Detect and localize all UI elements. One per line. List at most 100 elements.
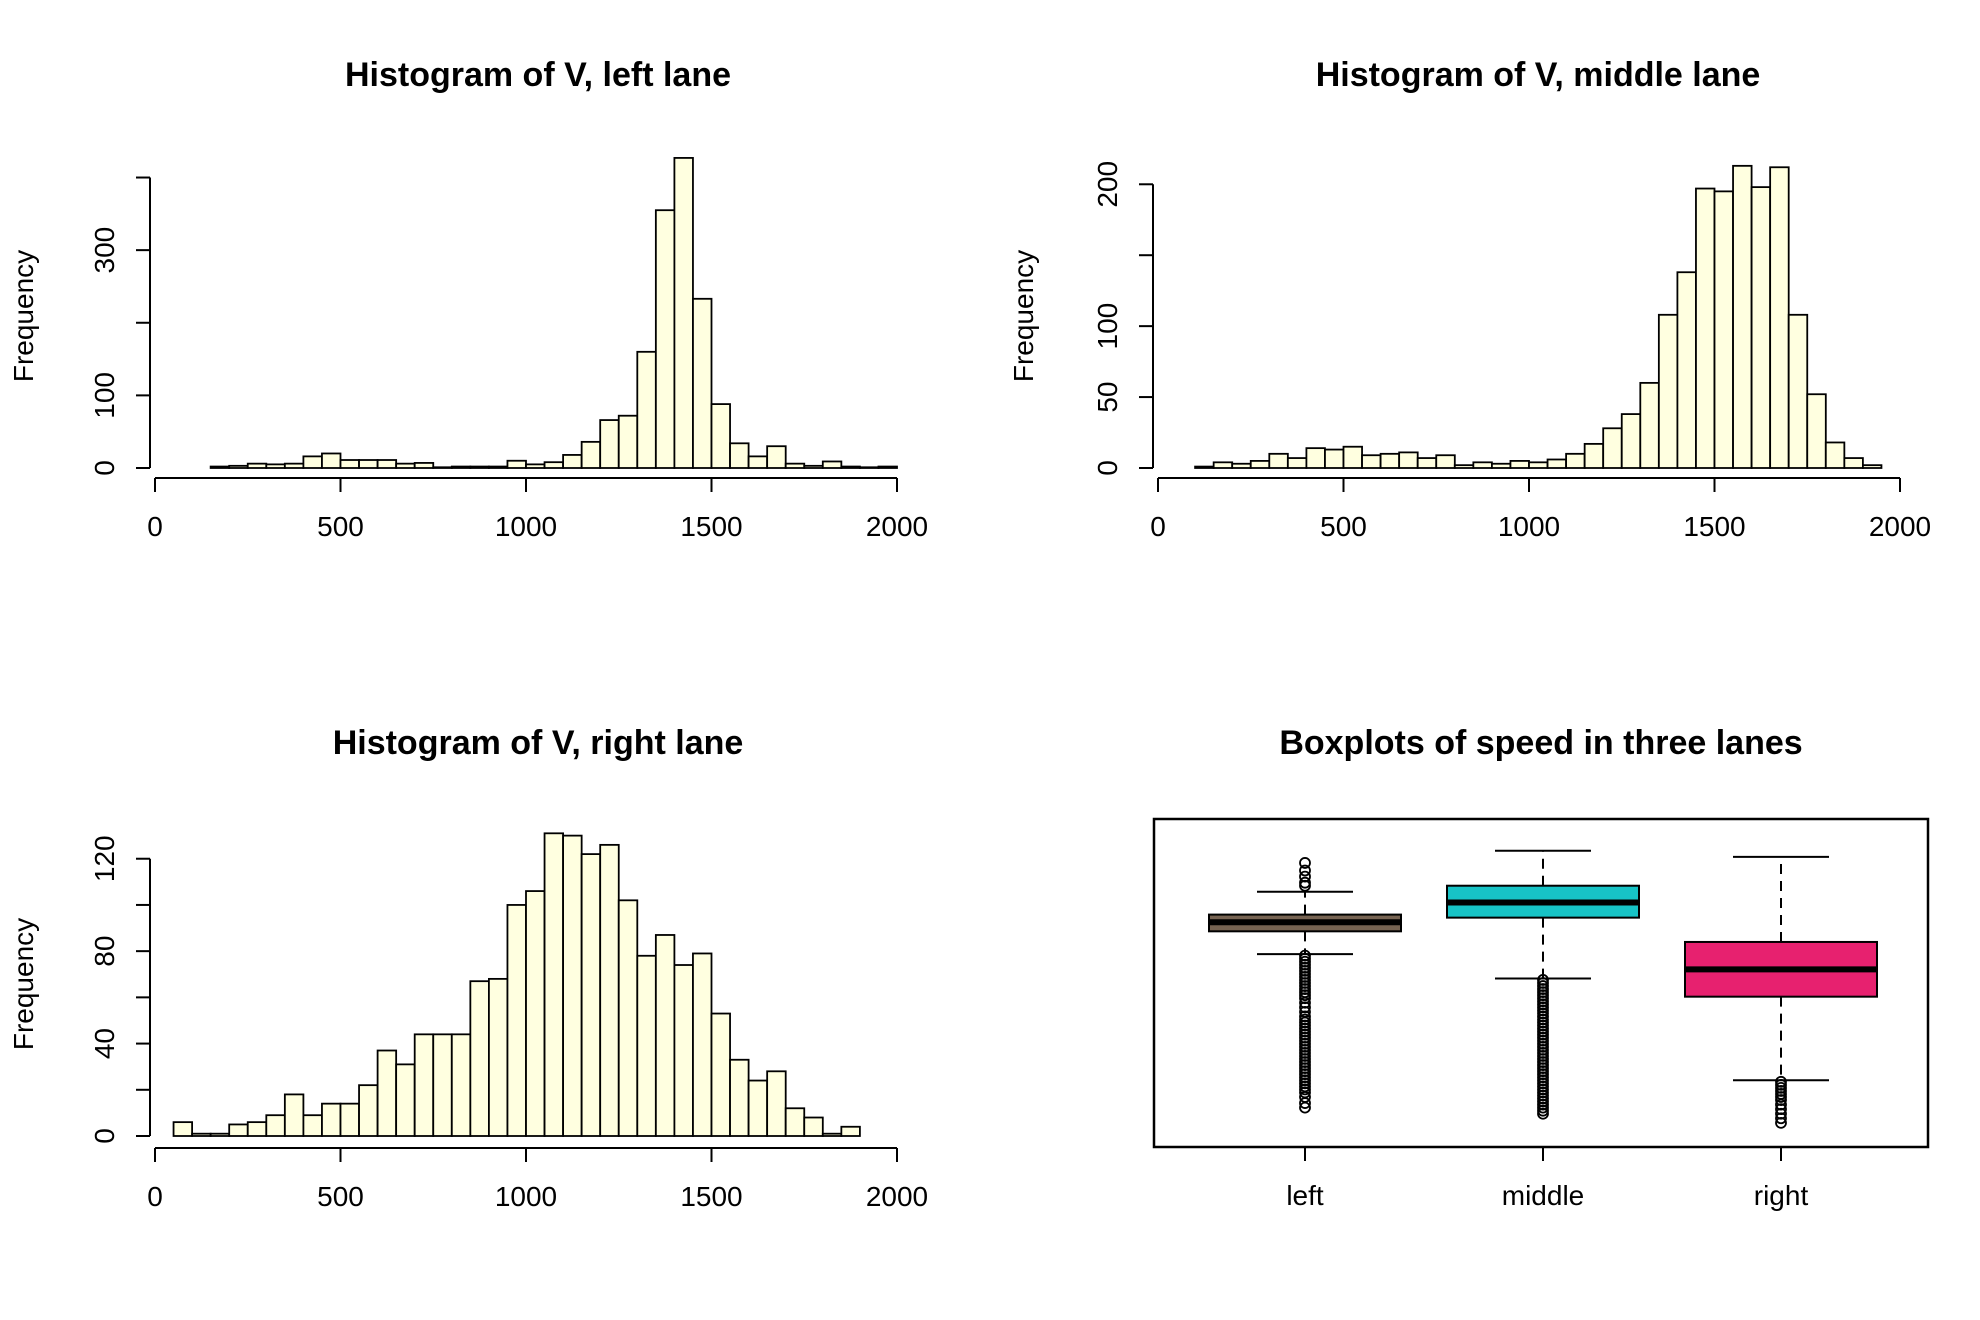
histogram-bar <box>413 462 435 469</box>
histogram-bar <box>877 465 898 469</box>
histogram-bar <box>265 1114 286 1137</box>
histogram-bar <box>692 297 713 469</box>
histogram-bar <box>525 890 546 1137</box>
histogram-bar <box>729 1058 750 1137</box>
y-tick-label: 300 <box>89 227 120 274</box>
histogram-bar <box>1583 442 1605 469</box>
outlier-point <box>1775 1112 1787 1125</box>
histogram-bar <box>1528 461 1549 469</box>
outlier-point <box>1299 857 1311 869</box>
x-tick-label: 2000 <box>866 511 928 542</box>
histogram-bar <box>358 459 379 469</box>
x-tick-label: 2000 <box>866 1181 928 1212</box>
histogram-bar <box>283 1093 305 1137</box>
histogram-bar <box>1713 190 1734 469</box>
histogram-bar <box>1620 413 1642 469</box>
histogram-bar <box>1676 271 1697 469</box>
histogram-bar <box>543 832 564 1137</box>
histogram-bar <box>321 452 342 469</box>
x-tick-label: 1500 <box>680 511 742 542</box>
histogram-bar <box>376 1049 398 1137</box>
histogram-bar <box>1305 447 1326 469</box>
y-tick-label: 0 <box>89 1128 120 1144</box>
histogram-bar <box>692 952 713 1137</box>
histogram-bar <box>636 954 657 1137</box>
histogram-bar <box>172 1121 194 1137</box>
histogram-bar <box>246 1121 268 1137</box>
y-tick-label: 0 <box>1092 460 1123 476</box>
x-tick-label: 1500 <box>680 1181 742 1212</box>
boxplots-three-lanes: Boxplots of speed in three lanes left mid… <box>1152 724 1930 1211</box>
outlier-point <box>1775 1116 1787 1129</box>
histogram-bar <box>747 455 769 469</box>
histogram-bar <box>321 1102 342 1137</box>
histogram-bar <box>1453 464 1475 469</box>
histogram-bar <box>1862 464 1883 469</box>
histogram-bar <box>1472 461 1493 469</box>
x-tick-label: right <box>1754 1180 1809 1211</box>
histogram-bar <box>1657 313 1679 469</box>
histogram-bar <box>1602 427 1623 469</box>
histogram-bar <box>302 1114 323 1137</box>
histogram-bar <box>821 460 843 469</box>
histogram-bar <box>654 209 676 469</box>
histogram-bar <box>1806 393 1827 469</box>
histogram-bar <box>265 463 286 469</box>
histogram-bar <box>450 465 472 469</box>
histogram-bar <box>710 1012 731 1137</box>
axes: 0 500 1000 1500 2000 0 40 80 120 <box>89 835 928 1212</box>
axes: 0 500 1000 1500 2000 0 100 300 <box>89 176 928 542</box>
boxplot-middle <box>1446 849 1640 1120</box>
histogram-bar <box>191 1132 212 1137</box>
x-tick-label: middle <box>1502 1180 1584 1211</box>
histogram-bar <box>487 465 509 469</box>
histogram-bar <box>469 465 490 469</box>
histogram-bar <box>859 466 880 469</box>
histogram-bar <box>729 442 750 469</box>
histogram-bar <box>1194 465 1215 469</box>
histogram-bars <box>209 157 898 469</box>
histogram-bar <box>1491 462 1512 469</box>
histogram-bar <box>580 853 602 1137</box>
histogram-bar <box>562 834 583 1137</box>
histogram-bar <box>599 843 620 1137</box>
histogram-bar <box>1398 451 1419 469</box>
x-tick-label: 500 <box>317 1181 364 1212</box>
chart-title: Boxplots of speed in three lanes <box>1279 724 1802 762</box>
histogram-bar <box>1231 462 1252 469</box>
x-tick-label: 1000 <box>495 1181 557 1212</box>
histogram-bar <box>283 462 305 469</box>
x-tick-label: 2000 <box>1869 511 1931 542</box>
x-tick-label: 1000 <box>495 511 557 542</box>
histogram-bar <box>766 445 787 469</box>
histogram-bar <box>543 461 564 469</box>
histogram-bar <box>1249 460 1271 469</box>
histogram-bar <box>1435 454 1456 469</box>
outlier-point <box>1299 876 1311 889</box>
histogram-bar <box>562 454 583 469</box>
histogram-bar <box>395 462 416 469</box>
histogram-bar <box>1695 187 1716 469</box>
histogram-bar <box>450 1033 472 1137</box>
histogram-bar <box>1361 454 1382 469</box>
histogram-bars <box>172 832 861 1137</box>
histogram-bar <box>358 1084 379 1137</box>
x-tick-label: 0 <box>147 1181 163 1212</box>
histogram-bar <box>617 899 639 1137</box>
histogram-bar <box>1268 452 1289 469</box>
histogram-bar <box>1416 457 1438 469</box>
histogram-left-lane: Histogram of V, left lane Frequency 0 500… <box>8 56 928 542</box>
y-axis-label: Frequency <box>8 250 39 382</box>
histogram-bar <box>432 1033 453 1137</box>
histogram-bar <box>506 904 527 1137</box>
y-tick-label: 0 <box>89 460 120 476</box>
histogram-bar <box>1565 452 1586 469</box>
x-tick-label: 500 <box>1320 511 1367 542</box>
histogram-bar <box>1843 457 1864 469</box>
histogram-bar <box>636 350 657 469</box>
histogram-bar <box>784 1107 806 1137</box>
histogram-bar <box>580 440 602 469</box>
x-tick-label: 1000 <box>1498 511 1560 542</box>
histogram-bar <box>525 463 546 469</box>
histogram-bar <box>1769 166 1790 469</box>
